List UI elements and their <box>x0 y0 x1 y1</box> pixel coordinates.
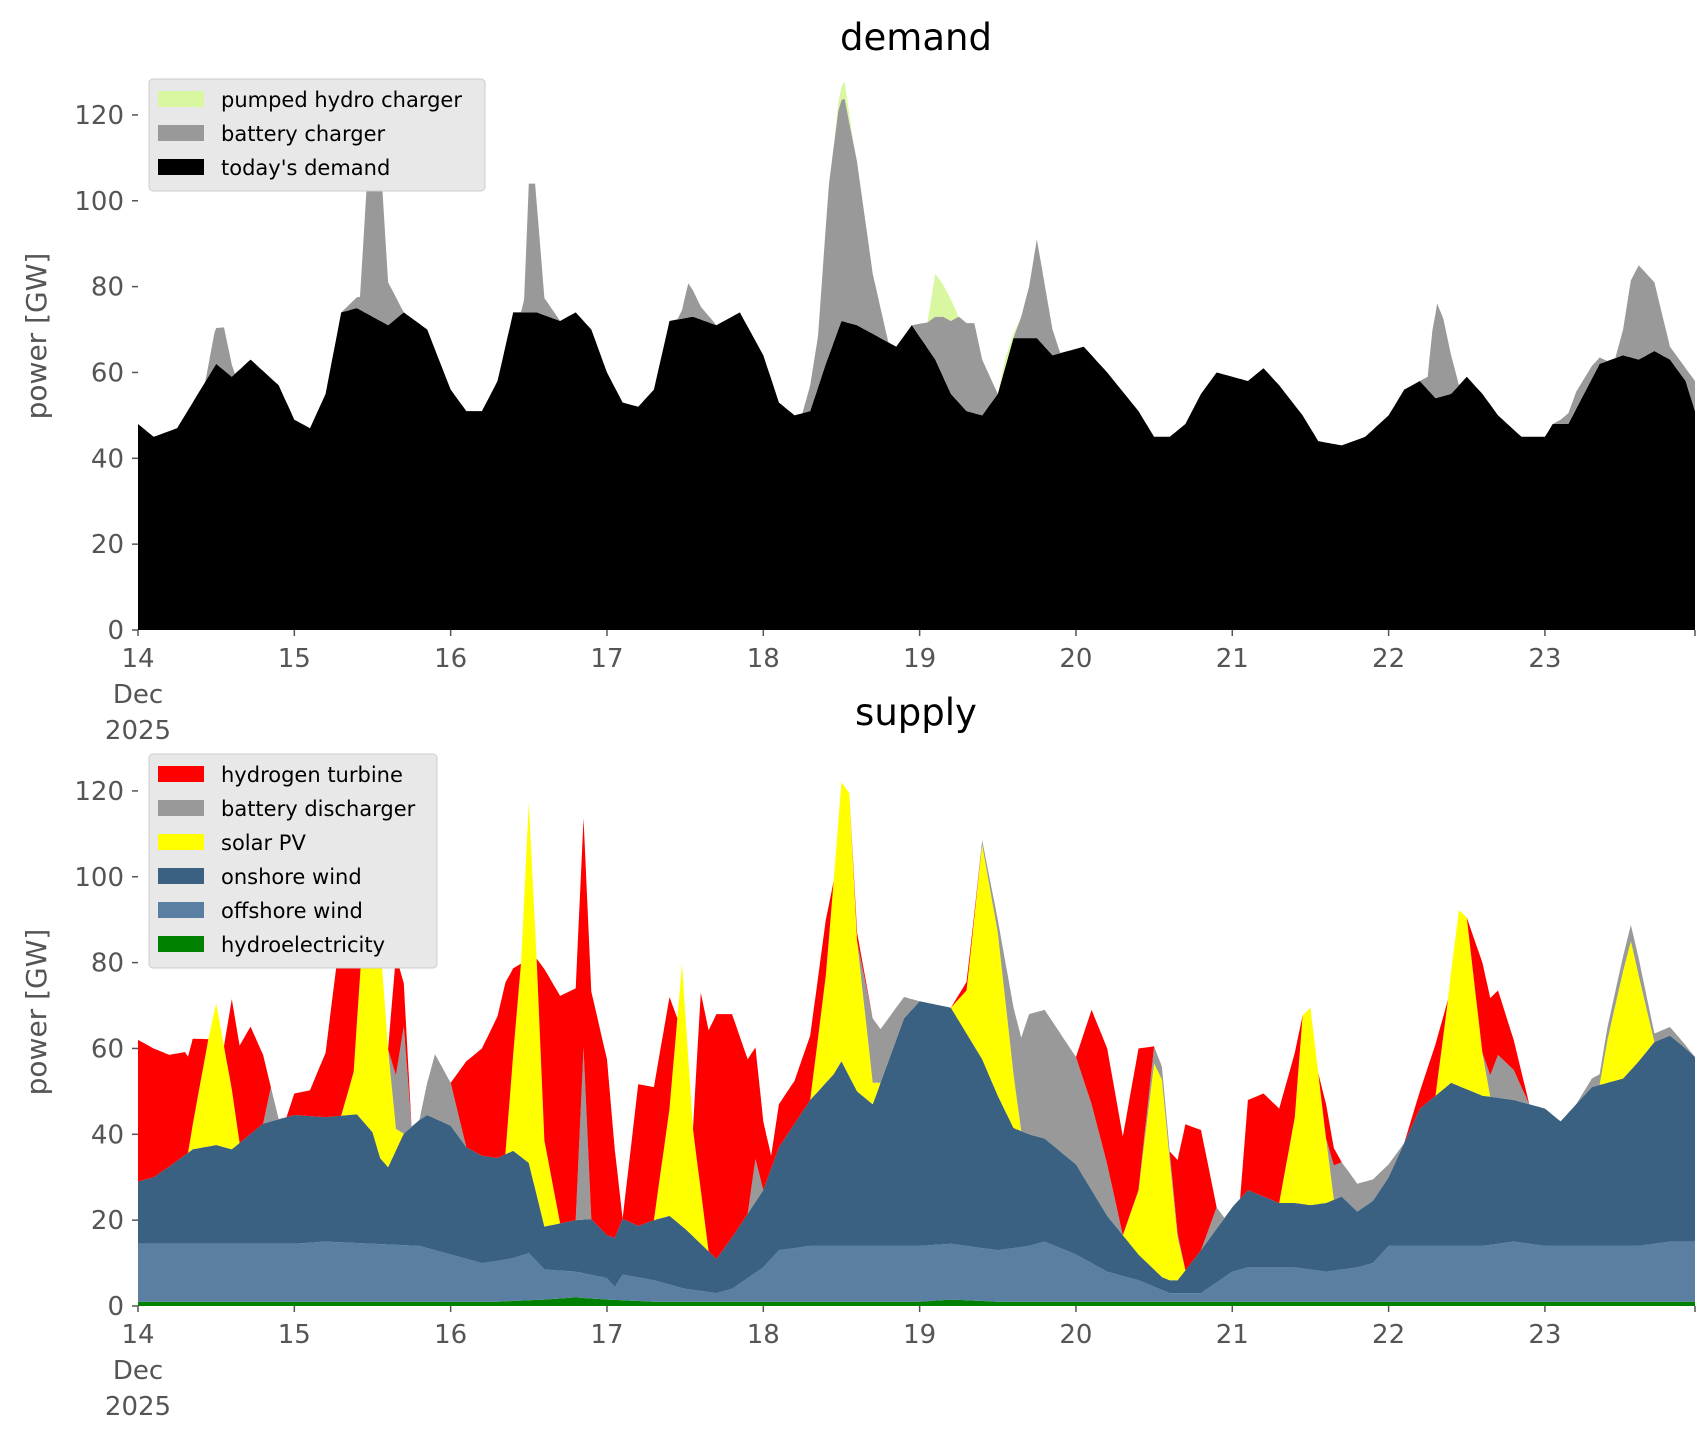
demand-y-tick-label: 40 <box>91 444 124 474</box>
demand-legend-swatch-today-s-demand <box>158 159 204 175</box>
demand-y-tick-label: 20 <box>91 530 124 560</box>
demand-x-tick-label: 20 <box>1059 644 1092 674</box>
supply-legend-label-offshore-wind: offshore wind <box>221 899 363 923</box>
supply-x-tick-label: 18 <box>747 1320 780 1350</box>
demand-y-axis-label: power [GW] <box>20 253 53 420</box>
supply-legend-swatch-solar-pv <box>158 834 204 850</box>
supply-y-tick-label: 40 <box>91 1120 124 1150</box>
supply-x-tick-label: 20 <box>1059 1320 1092 1350</box>
supply-x-tick-label: 23 <box>1528 1320 1561 1350</box>
supply-x-origin-month: Dec <box>113 1356 163 1386</box>
supply-area-solar-pv <box>138 782 1695 1281</box>
demand-legend: pumped hydro charger battery charger today… <box>148 78 486 192</box>
demand-x-origin-year: 2025 <box>105 716 171 746</box>
supply-y-tick-label: 60 <box>91 1034 124 1064</box>
supply-legend-swatch-battery-discharger <box>158 800 204 816</box>
demand-axes: 0 20 40 60 80 100 120 15 16 17 18 19 20 21 22 23 14 Dec 20… <box>74 101 1696 746</box>
demand-title: demand <box>840 16 992 59</box>
supply-legend-swatch-hydrogen-turbine <box>158 766 204 782</box>
supply-legend-label-onshore-wind: onshore wind <box>221 865 362 889</box>
demand-x-origin-month: Dec <box>113 680 163 710</box>
demand-x-tick-label: 22 <box>1372 644 1405 674</box>
supply-x-origin-day: 14 <box>121 1320 154 1350</box>
demand-x-tick-label: 21 <box>1216 644 1249 674</box>
supply-axes: 0 20 40 60 80 100 120 15 16 17 18 19 20 21 22 23 14 Dec 20… <box>74 777 1696 1422</box>
supply-area-offshore-wind <box>138 1241 1695 1302</box>
supply-legend-swatch-offshore-wind <box>158 902 204 918</box>
supply-x-tick-label: 16 <box>434 1320 467 1350</box>
demand-y-tick-label: 80 <box>91 273 124 303</box>
demand-legend-label-battery-charger: battery charger <box>221 122 386 146</box>
demand-x-tick-label: 18 <box>747 644 780 674</box>
demand-x-origin-day: 14 <box>121 644 154 674</box>
demand-series-layer <box>138 81 1695 630</box>
supply-y-axis-label: power [GW] <box>20 929 53 1096</box>
supply-legend-box <box>148 753 438 969</box>
supply-area-onshore-wind <box>138 1001 1695 1294</box>
supply-legend-label-solar-pv: solar PV <box>221 831 306 855</box>
demand-x-tick-label: 23 <box>1528 644 1561 674</box>
demand-legend-swatch-pumped-hydro-charger <box>158 91 204 107</box>
supply-x-origin-year: 2025 <box>105 1392 171 1422</box>
demand-x-tick-label: 15 <box>278 644 311 674</box>
supply-y-tick-label: 80 <box>91 949 124 979</box>
supply-legend-swatch-hydroelectricity <box>158 936 204 952</box>
demand-y-tick-label: 100 <box>74 187 124 217</box>
supply-legend-label-battery-discharger: battery discharger <box>221 797 416 821</box>
supply-x-tick-label: 15 <box>278 1320 311 1350</box>
supply-legend-swatch-onshore-wind <box>158 868 204 884</box>
supply-x-tick-label: 19 <box>903 1320 936 1350</box>
demand-area-today-s-demand <box>138 308 1695 630</box>
supply-y-tick-label: 0 <box>107 1292 124 1322</box>
supply-legend: hydrogen turbine battery discharger solar … <box>148 753 438 969</box>
demand-legend-swatch-battery-charger <box>158 125 204 141</box>
supply-series-layer <box>138 782 1695 1306</box>
demand-x-tick-label: 19 <box>903 644 936 674</box>
demand-legend-box <box>148 78 486 192</box>
supply-x-tick-label: 17 <box>590 1320 623 1350</box>
demand-y-tick-label: 0 <box>107 616 124 646</box>
supply-title: supply <box>855 691 977 734</box>
demand-legend-label-pumped-hydro-charger: pumped hydro charger <box>221 88 462 112</box>
demand-y-tick-label: 120 <box>74 101 124 131</box>
demand-chart: demand power [GW] 0 20 40 60 80 100 120 15 16 17 1… <box>20 16 1696 746</box>
supply-chart: supply power [GW] 0 20 40 60 80 100 120 15 16 17 1… <box>20 691 1696 1422</box>
demand-x-tick-label: 17 <box>590 644 623 674</box>
supply-legend-label-hydroelectricity: hydroelectricity <box>221 933 385 957</box>
supply-x-tick-label: 22 <box>1372 1320 1405 1350</box>
supply-x-tick-label: 21 <box>1216 1320 1249 1350</box>
supply-y-tick-label: 20 <box>91 1206 124 1236</box>
supply-y-tick-label: 120 <box>74 777 124 807</box>
demand-legend-label-today-s-demand: today's demand <box>221 156 390 180</box>
supply-legend-label-hydrogen-turbine: hydrogen turbine <box>221 763 403 787</box>
demand-y-tick-label: 60 <box>91 358 124 388</box>
demand-x-tick-label: 16 <box>434 644 467 674</box>
supply-y-tick-label: 100 <box>74 863 124 893</box>
